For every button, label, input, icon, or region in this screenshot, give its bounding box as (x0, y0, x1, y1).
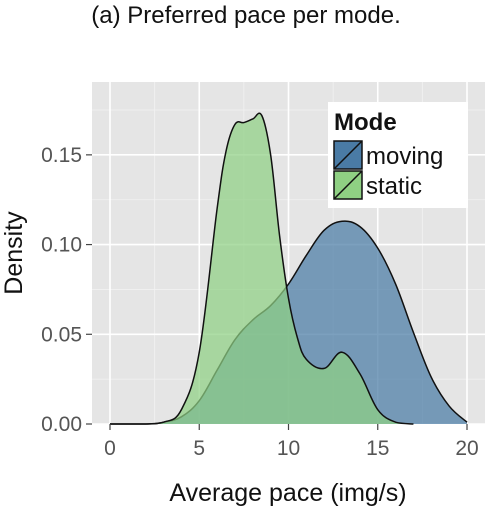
y-tick-label: 0.05 (41, 323, 82, 346)
legend-title: Mode (334, 109, 397, 136)
y-tick-label: 0.00 (41, 413, 82, 436)
legend-label-moving: moving (366, 143, 443, 170)
y-axis-label: Density (0, 211, 28, 295)
density-series (110, 112, 468, 425)
x-tick-label: 5 (193, 437, 205, 460)
x-tick-label: 10 (277, 437, 300, 460)
legend-swatch-slash-moving (333, 140, 363, 170)
figure-caption: (a) Preferred pace per mode. (91, 2, 401, 29)
y-tick-label: 0.15 (41, 144, 82, 167)
legend-item-moving: moving (333, 140, 443, 170)
density-line-static (110, 112, 414, 425)
legend: Mode moving static (328, 102, 468, 208)
x-tick-label: 0 (104, 437, 116, 460)
y-tick-label: 0.10 (41, 234, 82, 257)
x-tick-label: 20 (455, 437, 478, 460)
x-axis-label: Average pace (img/s) (169, 479, 406, 507)
legend-item-static: static (333, 170, 422, 200)
x-tick-label: 15 (366, 437, 389, 460)
density-area-static (110, 113, 414, 424)
legend-label-static: static (366, 173, 422, 200)
legend-swatch-slash-static (333, 170, 363, 200)
axes: 0 5 10 15 20 0.00 0.05 0.10 0.15 (41, 144, 479, 460)
